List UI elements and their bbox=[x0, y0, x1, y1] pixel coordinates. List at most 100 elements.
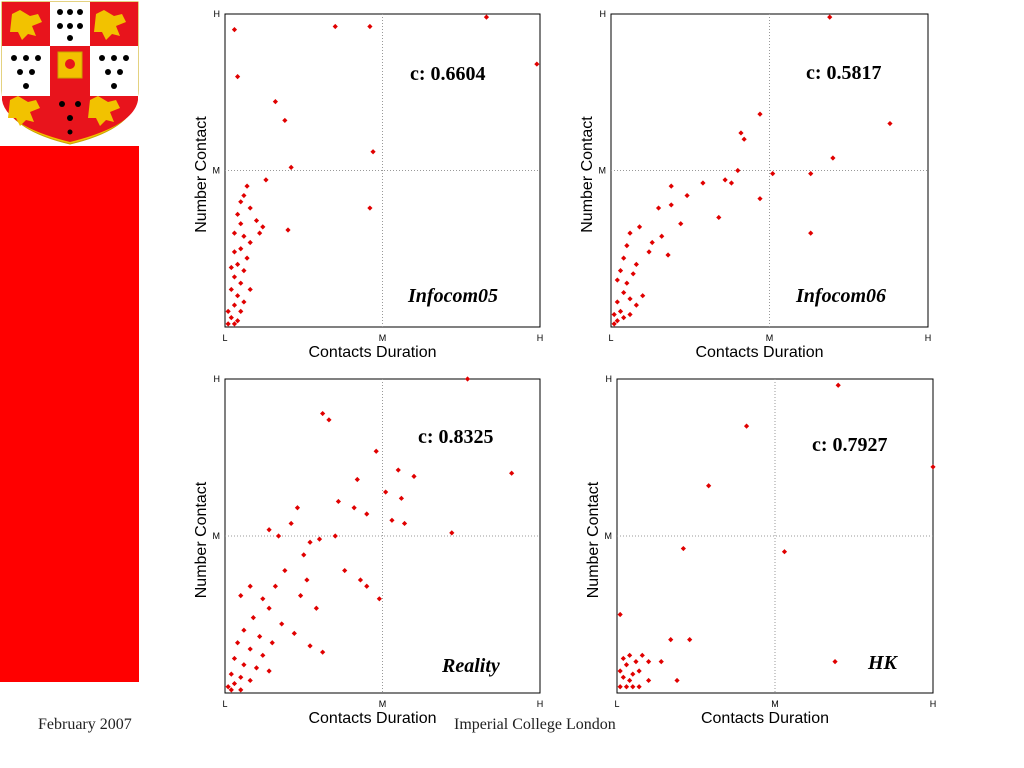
data-point bbox=[260, 224, 266, 230]
data-point bbox=[449, 530, 455, 536]
data-point bbox=[624, 280, 630, 286]
data-point bbox=[716, 214, 722, 221]
data-point bbox=[627, 230, 633, 236]
data-point bbox=[260, 652, 266, 658]
data-point bbox=[257, 230, 263, 236]
y-axis-label: Number Contact bbox=[193, 116, 210, 233]
data-point bbox=[614, 299, 620, 305]
data-point bbox=[738, 130, 744, 136]
data-point bbox=[275, 533, 282, 539]
data-point bbox=[266, 668, 272, 674]
y-tick-label: M bbox=[213, 531, 221, 541]
data-point bbox=[770, 171, 776, 177]
data-point bbox=[706, 483, 712, 489]
y-tick-label: H bbox=[214, 9, 221, 19]
data-point bbox=[238, 246, 244, 252]
data-point bbox=[228, 286, 234, 293]
data-point bbox=[225, 308, 231, 314]
footer-institution: Imperial College London bbox=[454, 716, 616, 733]
data-point bbox=[401, 520, 408, 527]
data-point bbox=[238, 280, 244, 286]
data-point bbox=[238, 308, 244, 314]
data-point bbox=[238, 199, 244, 205]
data-point bbox=[235, 74, 241, 80]
data-point bbox=[247, 205, 253, 211]
data-point bbox=[364, 583, 370, 589]
data-point bbox=[272, 583, 278, 589]
data-point bbox=[611, 321, 617, 327]
x-axis-label: Contacts Duration bbox=[308, 344, 436, 361]
data-point bbox=[658, 659, 664, 665]
data-point bbox=[630, 684, 636, 690]
data-point bbox=[228, 315, 234, 321]
data-point bbox=[376, 596, 382, 602]
data-point bbox=[830, 155, 836, 161]
data-point bbox=[617, 611, 623, 618]
x-axis-label: Contacts Duration bbox=[308, 710, 436, 727]
data-point bbox=[620, 655, 626, 662]
data-point bbox=[241, 299, 247, 305]
data-point bbox=[781, 549, 788, 555]
data-point bbox=[655, 205, 662, 211]
data-point bbox=[238, 221, 244, 227]
y-tick-label: H bbox=[214, 374, 221, 384]
data-point bbox=[257, 633, 263, 640]
data-point bbox=[357, 577, 364, 583]
data-point bbox=[623, 684, 630, 690]
data-point bbox=[743, 423, 750, 429]
data-point bbox=[354, 476, 360, 483]
data-point bbox=[335, 498, 341, 505]
x-tick-label: M bbox=[379, 333, 387, 343]
data-point bbox=[464, 376, 471, 382]
footer-date: February 2007 bbox=[38, 716, 132, 733]
data-point bbox=[238, 593, 244, 599]
data-point bbox=[680, 545, 686, 552]
x-tick-label: L bbox=[614, 699, 619, 709]
data-point bbox=[266, 605, 272, 611]
data-point bbox=[235, 211, 241, 217]
data-point bbox=[326, 417, 332, 423]
data-point bbox=[231, 249, 238, 255]
crest-logo bbox=[1, 1, 139, 145]
data-point bbox=[247, 239, 253, 246]
data-point bbox=[272, 99, 278, 105]
correlation-label: c: 0.5817 bbox=[806, 62, 882, 84]
data-point bbox=[228, 671, 234, 677]
data-point bbox=[294, 505, 301, 511]
x-tick-label: H bbox=[537, 699, 544, 709]
data-point bbox=[241, 268, 247, 274]
data-point bbox=[483, 14, 490, 20]
data-point bbox=[621, 289, 627, 296]
chart-infocom06: L M H M H Contacts Duration Number Contact c: 0… bbox=[579, 9, 931, 361]
data-point bbox=[351, 505, 357, 511]
data-point bbox=[832, 659, 838, 665]
data-point bbox=[678, 221, 684, 227]
brand-red-bar bbox=[0, 146, 139, 682]
data-point bbox=[238, 687, 244, 693]
dataset-name: Infocom05 bbox=[407, 285, 498, 307]
data-point bbox=[304, 577, 310, 583]
data-point bbox=[614, 277, 620, 283]
data-point bbox=[808, 230, 814, 236]
x-axis-label: Contacts Duration bbox=[701, 710, 829, 727]
dataset-name: Infocom06 bbox=[795, 285, 886, 307]
data-point bbox=[241, 233, 247, 239]
data-point bbox=[235, 293, 241, 299]
data-point bbox=[835, 382, 841, 388]
data-point bbox=[636, 684, 642, 690]
data-point bbox=[231, 230, 238, 236]
y-axis-label: Number Contact bbox=[193, 481, 210, 598]
data-point bbox=[263, 177, 269, 183]
x-axis-label: Contacts Duration bbox=[695, 344, 823, 361]
data-point bbox=[735, 167, 741, 174]
data-point bbox=[269, 640, 275, 646]
data-point bbox=[231, 655, 238, 662]
data-point bbox=[646, 677, 652, 684]
data-point bbox=[307, 643, 313, 649]
x-tick-label: L bbox=[608, 333, 613, 343]
data-point bbox=[611, 311, 617, 318]
data-point bbox=[624, 243, 630, 249]
data-point bbox=[332, 23, 338, 30]
data-point bbox=[231, 321, 238, 327]
